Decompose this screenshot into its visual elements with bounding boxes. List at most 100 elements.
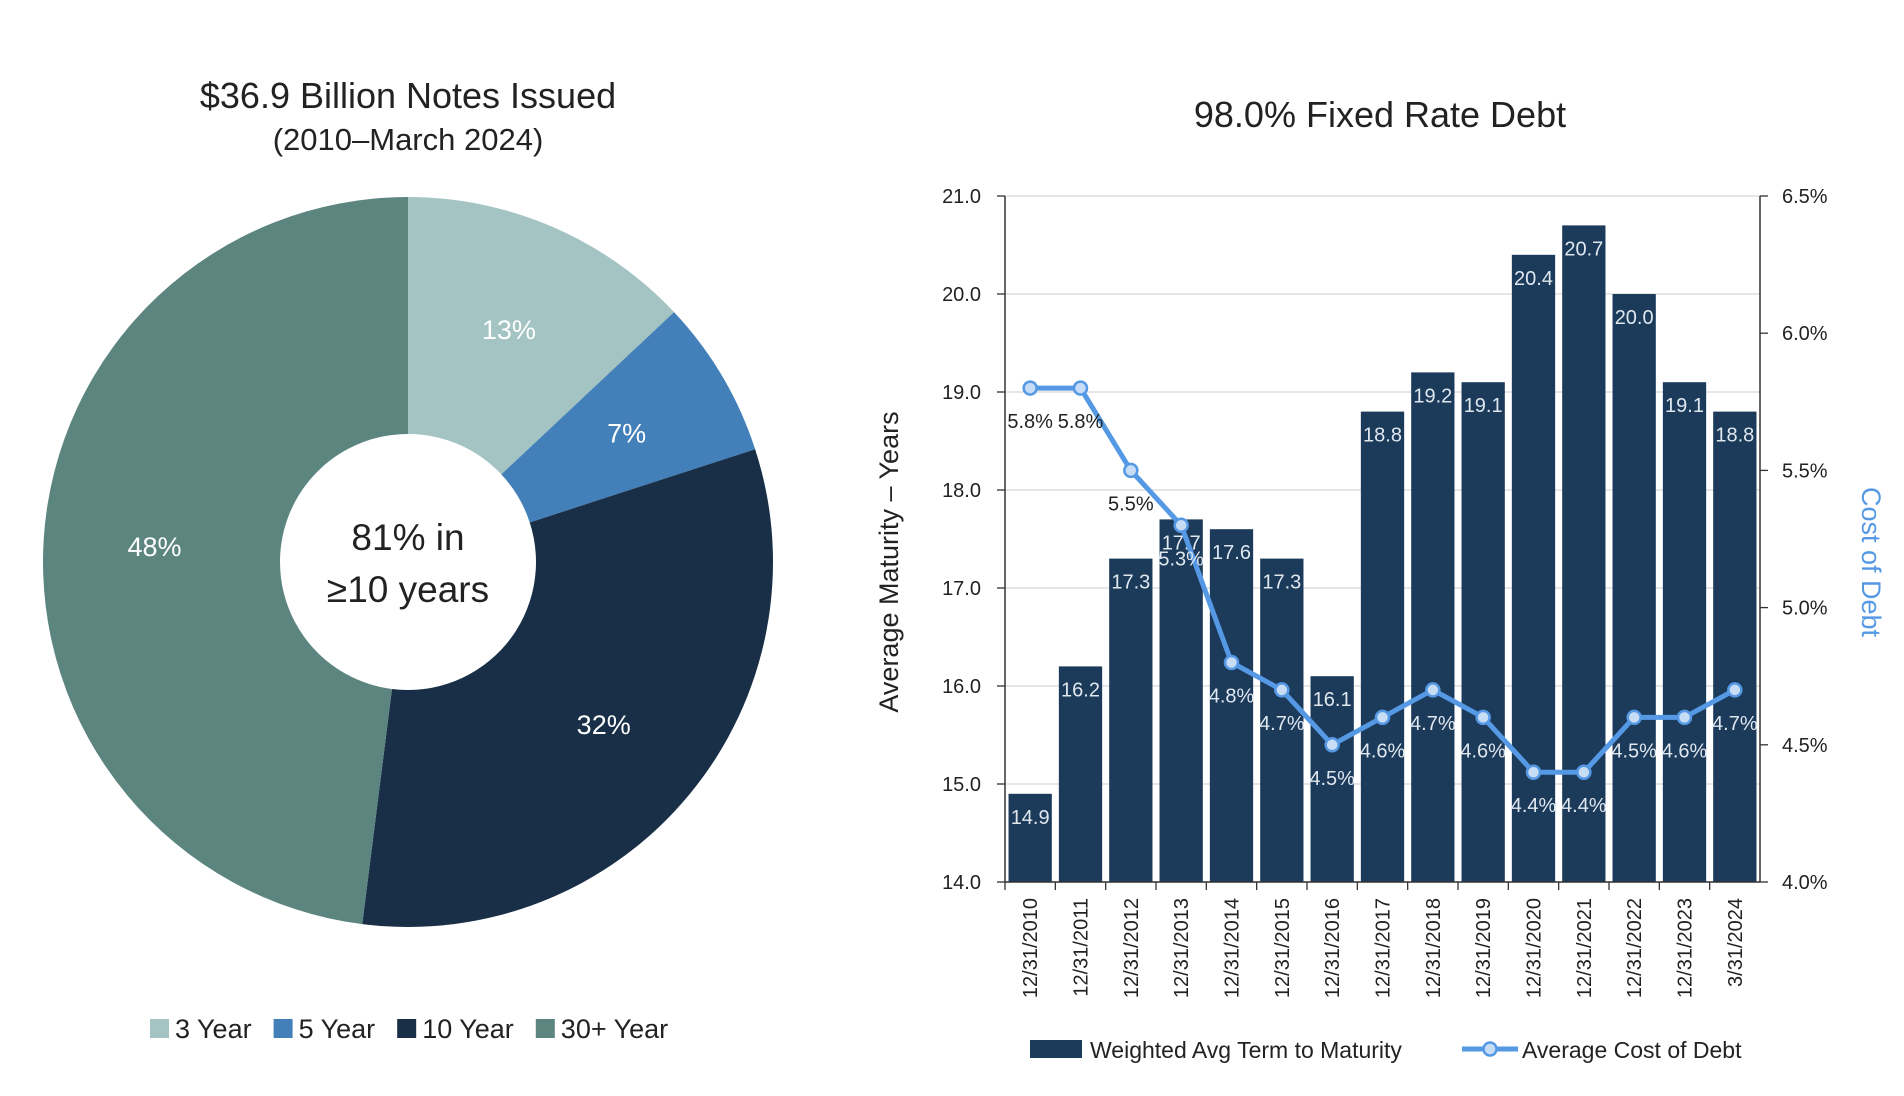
donut-slice-5-year xyxy=(501,312,756,523)
maturity-bar xyxy=(1713,411,1757,882)
legend-label-line: Average Cost of Debt xyxy=(1522,1037,1742,1063)
cost-value-label: 5.5% xyxy=(1108,493,1154,515)
cost-value-label: 4.5% xyxy=(1309,768,1355,790)
right-axis-ticks: 4.0% 4.5% 5.0% 5.5% 6.0% 6.5% xyxy=(1760,186,1828,894)
x-tick-label: 3/31/2024 xyxy=(1725,898,1747,987)
maturity-bar xyxy=(1411,372,1455,882)
bar-value-label: 16.2 xyxy=(1061,679,1100,701)
bar-value-label: 14.9 xyxy=(1011,807,1050,829)
maturity-bar xyxy=(1662,382,1707,882)
y-tick-label: 21.0 xyxy=(942,186,981,208)
legend-label: 3 Year xyxy=(175,1014,252,1044)
cost-value-label: 4.6% xyxy=(1360,740,1406,762)
bar-value-label: 18.8 xyxy=(1363,425,1402,447)
donut-slice-30-year xyxy=(42,197,409,925)
cost-line-point xyxy=(1374,709,1391,726)
x-tick-label: 12/31/2015 xyxy=(1272,898,1294,998)
legend-swatch xyxy=(397,1019,417,1038)
y2-tick-label: 5.5% xyxy=(1782,460,1828,482)
donut-legend: 3 Year 5 Year 10 Year 30+ Year xyxy=(150,1014,668,1044)
left-axis-ticks: 14.0 15.0 16.0 17.0 18.0 19.0 20.0 21.0 xyxy=(942,186,1005,894)
y2-tick-label: 5.0% xyxy=(1782,598,1828,620)
cost-line-point xyxy=(1324,737,1340,753)
donut-slice-label: 13% xyxy=(482,315,536,345)
donut-slice-label: 48% xyxy=(127,532,181,562)
maturity-bar xyxy=(1260,558,1304,882)
legend-label: 5 Year xyxy=(299,1014,376,1044)
cost-value-label: 5.8% xyxy=(1007,411,1053,433)
x-tick-label: 12/31/2019 xyxy=(1473,898,1495,998)
bar-value-label: 19.2 xyxy=(1413,385,1452,407)
maturity-bar xyxy=(1058,666,1103,882)
bar-value-label: 19.1 xyxy=(1665,395,1704,417)
x-axis-ticks: 12/31/2010 12/31/2011 12/31/2012 12/31/2013… xyxy=(1004,882,1747,998)
x-tick-label: 12/31/2017 xyxy=(1373,898,1395,998)
donut-slice-labels: 13% 7% 32% 48% xyxy=(127,315,646,740)
cost-value-label: 4.7% xyxy=(1410,713,1456,735)
maturity-bar xyxy=(1209,529,1254,882)
left-axis-title: Average Maturity – Years xyxy=(874,411,904,712)
donut-slices xyxy=(42,197,774,927)
right-axis-title: Cost of Debt xyxy=(1856,487,1886,638)
x-tick-label: 12/31/2014 xyxy=(1222,898,1244,998)
y-tick-label: 16.0 xyxy=(942,676,981,698)
cost-line-point xyxy=(1223,654,1240,671)
cost-line-point xyxy=(1425,682,1441,698)
cost-of-debt-labels: 5.8% 5.8%5.5%5.3%4.8%4.7%4.5%4.6%4.7%4.6%… xyxy=(1007,411,1757,817)
bar-value-label: 17.6 xyxy=(1212,542,1251,564)
bar-value-label: 17.3 xyxy=(1262,572,1301,594)
cost-line-point xyxy=(1626,709,1642,726)
legend-label-bars: Weighted Avg Term to Maturity xyxy=(1090,1037,1402,1063)
donut-center-text-line-2: ≥10 years xyxy=(327,569,489,610)
donut-chart-title: $36.9 Billion Notes Issued xyxy=(200,75,616,116)
cost-value-label: 4.8% xyxy=(1209,685,1255,707)
cost-line-point xyxy=(1123,462,1139,479)
donut-chart: $36.9 Billion Notes Issued (2010–March 2… xyxy=(42,75,774,1044)
donut-chart-subtitle: (2010–March 2024) xyxy=(273,122,544,157)
combo-axes xyxy=(1004,196,1761,883)
cost-value-label: 4.4% xyxy=(1561,795,1607,817)
donut-slice-label: 32% xyxy=(577,710,631,740)
bar-value-label: 20.4 xyxy=(1514,268,1553,290)
y-tick-label: 19.0 xyxy=(942,382,981,404)
legend-swatch xyxy=(535,1019,555,1038)
cost-line-point xyxy=(1022,380,1038,396)
x-tick-label: 12/31/2023 xyxy=(1675,898,1697,998)
cost-line-point xyxy=(1676,709,1693,726)
maturity-bar xyxy=(1511,254,1556,883)
cost-line-point xyxy=(1727,682,1743,698)
x-tick-label: 12/31/2010 xyxy=(1020,898,1042,998)
x-tick-label: 12/31/2011 xyxy=(1071,898,1093,997)
cost-line-point xyxy=(1173,517,1189,534)
y2-tick-label: 6.5% xyxy=(1782,186,1828,208)
x-tick-label: 12/31/2018 xyxy=(1423,898,1445,998)
combo-chart-title: 98.0% Fixed Rate Debt xyxy=(1194,94,1566,135)
y-tick-label: 18.0 xyxy=(942,480,981,502)
y2-tick-label: 6.0% xyxy=(1782,323,1828,345)
legend-label: 30+ Year xyxy=(561,1014,668,1044)
maturity-bar xyxy=(1008,793,1052,882)
donut-slice-3-year xyxy=(408,197,675,475)
legend-swatch-marker xyxy=(1482,1041,1498,1057)
y2-tick-label: 4.5% xyxy=(1782,735,1828,757)
maturity-bar xyxy=(1159,519,1203,882)
legend-swatch xyxy=(273,1019,293,1038)
maturity-bar xyxy=(1360,411,1405,882)
bar-value-label: 16.1 xyxy=(1313,689,1352,711)
bar-value-label: 19.1 xyxy=(1464,395,1503,417)
x-tick-label: 12/31/2021 xyxy=(1574,898,1596,998)
donut-slice-label: 7% xyxy=(607,419,646,449)
x-tick-label: 12/31/2016 xyxy=(1322,898,1344,998)
x-tick-label: 12/31/2013 xyxy=(1171,898,1193,998)
y2-tick-label: 4.0% xyxy=(1782,872,1828,894)
cost-value-label: 4.5% xyxy=(1611,740,1657,762)
maturity-cost-chart: 98.0% Fixed Rate Debt 14.916.217.317.7 17… xyxy=(874,94,1886,1063)
bar-value-label: 18.8 xyxy=(1715,425,1754,447)
y-tick-label: 17.0 xyxy=(942,578,981,600)
cost-of-debt-line xyxy=(1022,380,1743,780)
cost-value-label: 4.7% xyxy=(1259,713,1305,735)
cost-value-label: 5.8% xyxy=(1058,411,1104,433)
cost-value-label: 4.7% xyxy=(1712,713,1758,735)
x-tick-label: 12/31/2012 xyxy=(1121,898,1143,998)
